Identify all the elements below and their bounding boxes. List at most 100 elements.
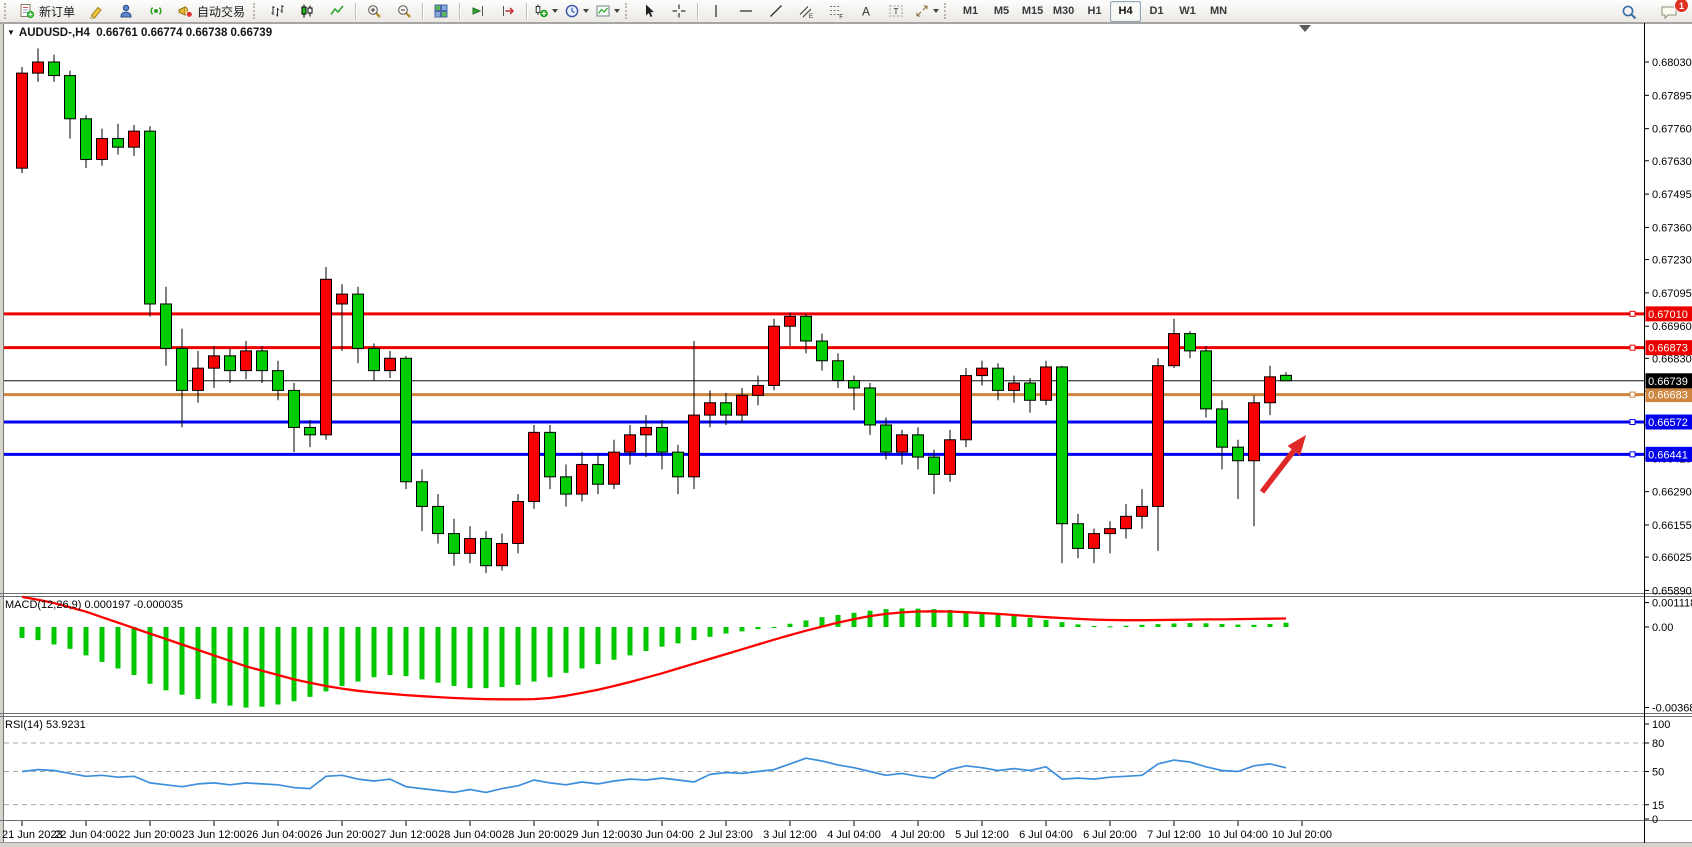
- channel-button[interactable]: E: [791, 0, 821, 22]
- horizontal-level-line[interactable]: [4, 419, 1644, 425]
- search-button[interactable]: [1614, 1, 1644, 23]
- signals-button[interactable]: [141, 0, 171, 22]
- tile-windows-button[interactable]: [426, 0, 456, 22]
- svg-text:23 Jun 12:00: 23 Jun 12:00: [182, 829, 246, 841]
- svg-text:0.67495: 0.67495: [1652, 189, 1692, 201]
- horizontal-level-line[interactable]: [4, 451, 1644, 458]
- macd-histogram-bar: [995, 614, 1001, 627]
- candle: [576, 452, 588, 502]
- chart-shift-button[interactable]: [493, 0, 523, 22]
- macd-histogram-bar: [179, 627, 185, 695]
- macd-histogram-bar: [339, 627, 345, 686]
- candle: [144, 126, 156, 317]
- candle: [1056, 365, 1068, 564]
- toolbar-drag-handle[interactable]: [944, 3, 949, 19]
- timeframe-d1-button[interactable]: D1: [1149, 5, 1164, 17]
- styler-button[interactable]: [81, 0, 111, 22]
- svg-text:0.001118: 0.001118: [1652, 598, 1692, 610]
- trendline-button[interactable]: [761, 0, 791, 22]
- macd-histogram-bar: [627, 627, 633, 656]
- svg-text:0.66960: 0.66960: [1652, 321, 1692, 333]
- macd-histogram-bar: [67, 627, 73, 649]
- candlestick-chart-button[interactable]: [292, 0, 322, 22]
- candle: [208, 345, 220, 388]
- new-order-button[interactable]: 新订单: [13, 0, 81, 22]
- macd-histogram-bar: [787, 623, 793, 627]
- search-icon: [1621, 4, 1638, 21]
- line-chart-button[interactable]: [322, 0, 352, 22]
- templates-button[interactable]: [592, 0, 623, 22]
- macd-histogram-bar: [259, 627, 265, 707]
- vertical-line-button[interactable]: [701, 0, 731, 22]
- svg-text:100: 100: [1652, 719, 1670, 731]
- macd-histogram-bar: [19, 627, 25, 638]
- text-label-button[interactable]: T: [881, 0, 911, 22]
- candle: [1248, 395, 1260, 527]
- candle: [272, 360, 284, 401]
- candle: [640, 415, 652, 458]
- text-button[interactable]: A: [851, 0, 881, 22]
- zoom-in-icon: [366, 3, 382, 19]
- svg-text:0.65890: 0.65890: [1652, 585, 1692, 597]
- shapes-button[interactable]: [911, 0, 942, 22]
- annotation-arrow[interactable]: [1259, 435, 1306, 494]
- timeframe-m15-button[interactable]: M15: [1021, 5, 1044, 17]
- timeframe-m1-button[interactable]: M1: [962, 5, 979, 17]
- candle: [912, 427, 924, 470]
- macd-histogram-bar: [1251, 624, 1257, 627]
- candle: [128, 124, 140, 156]
- horizontal-line-button[interactable]: [731, 0, 761, 22]
- macd-histogram-bar: [1059, 622, 1065, 627]
- timeframe-w1-button[interactable]: W1: [1179, 5, 1196, 17]
- macd-histogram-bar: [83, 627, 89, 656]
- timeframe-m5-button[interactable]: M5: [993, 5, 1010, 17]
- cursor-button[interactable]: [634, 0, 664, 22]
- macd-histogram-bar: [723, 627, 729, 634]
- zoom-out-button[interactable]: [389, 0, 419, 22]
- timeframe-h1-button[interactable]: H1: [1087, 5, 1102, 17]
- channel-icon: E: [798, 3, 814, 19]
- fibonacci-button[interactable]: F: [821, 0, 851, 22]
- indicators-button[interactable]: [530, 0, 561, 22]
- chat-button[interactable]: 1: [1654, 0, 1689, 23]
- svg-text:30 Jun 04:00: 30 Jun 04:00: [630, 829, 694, 841]
- chart-canvas[interactable]: 0.68030 0.67895 0.67760 0.67630 0.67495 0.673…: [0, 23, 1692, 847]
- candle: [944, 429, 956, 482]
- candles-layer: [16, 48, 1292, 574]
- candle: [176, 328, 188, 428]
- chart-shift-marker[interactable]: [1299, 25, 1311, 32]
- svg-text:A: A: [862, 5, 870, 19]
- candle: [1072, 513, 1084, 559]
- timeframe-m30-button[interactable]: M30: [1052, 5, 1075, 17]
- autotrading-button[interactable]: 自动交易: [171, 0, 251, 22]
- macd-histogram-bar: [867, 610, 873, 627]
- horizontal-level-line[interactable]: [4, 310, 1644, 317]
- candle: [160, 286, 172, 366]
- macd-histogram-bar: [1267, 623, 1273, 627]
- macd-histogram-bar: [1027, 617, 1033, 627]
- chevron-down-icon: [614, 9, 621, 13]
- crosshair-button[interactable]: [664, 0, 694, 22]
- candle: [1168, 318, 1180, 369]
- svg-text:26 Jun 20:00: 26 Jun 20:00: [310, 829, 374, 841]
- bar-chart-button[interactable]: [262, 0, 292, 22]
- auto-scroll-button[interactable]: [463, 0, 493, 22]
- profile-button[interactable]: [111, 0, 141, 22]
- svg-text:0.66155: 0.66155: [1652, 520, 1692, 532]
- timeframe-mn-button[interactable]: MN: [1209, 5, 1228, 17]
- toolbar-drag-handle[interactable]: [253, 3, 258, 19]
- price-tag: 0.66572: [1645, 414, 1692, 430]
- candle: [736, 387, 748, 423]
- horizontal-level-line[interactable]: [4, 391, 1644, 398]
- periods-button[interactable]: [561, 0, 592, 22]
- macd-histogram-bar: [195, 627, 201, 700]
- macd-histogram-bar: [579, 627, 585, 669]
- svg-text:6 Jul 20:00: 6 Jul 20:00: [1083, 829, 1137, 841]
- toolbar-drag-handle[interactable]: [625, 3, 630, 19]
- svg-text:0.67760: 0.67760: [1652, 124, 1692, 136]
- template-icon: [595, 3, 611, 19]
- toolbar-drag-handle[interactable]: [4, 3, 9, 19]
- timeframe-h4-button[interactable]: H4: [1110, 0, 1142, 22]
- zoom-in-button[interactable]: [359, 0, 389, 22]
